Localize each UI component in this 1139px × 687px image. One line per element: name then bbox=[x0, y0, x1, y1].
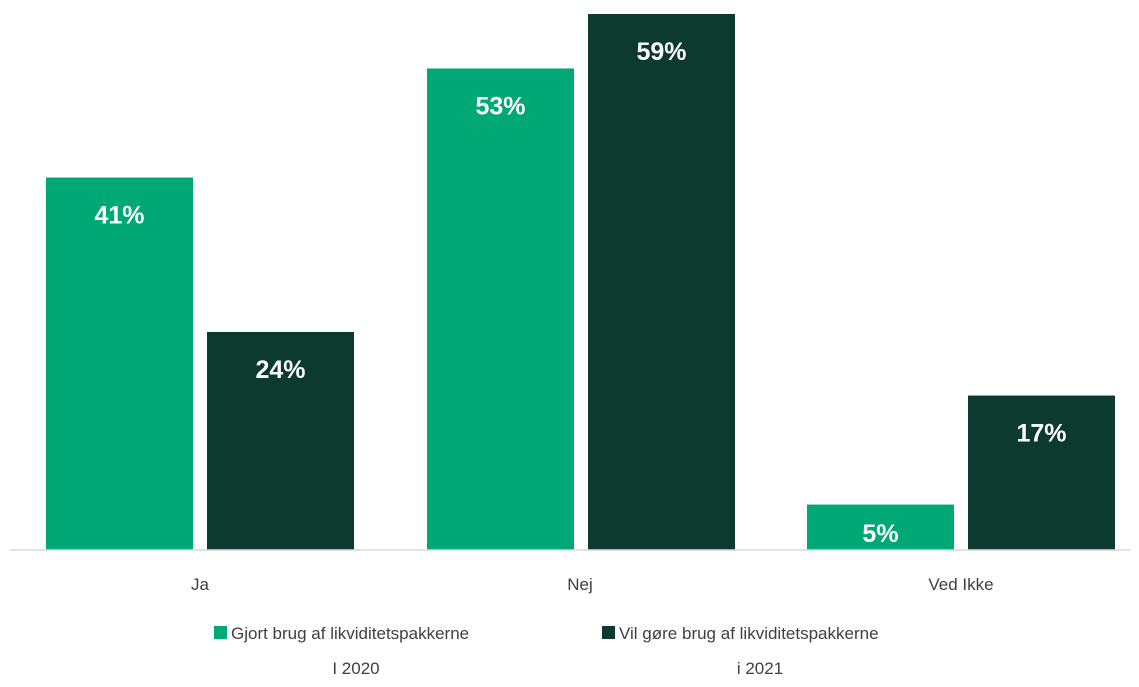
legend-label: Gjort brug af likviditetspakkerne bbox=[231, 624, 469, 643]
category-labels-layer: Ja Nej Ved Ikke bbox=[191, 575, 994, 594]
bars-layer bbox=[46, 14, 1115, 550]
legend-swatch bbox=[602, 626, 615, 639]
legend-label-line2: i 2021 bbox=[737, 659, 783, 678]
data-label: 5% bbox=[862, 520, 898, 548]
data-label: 53% bbox=[475, 93, 525, 121]
legend-label: Vil gøre brug af likviditetspakkerne bbox=[619, 624, 879, 643]
bar-ved-ikke-series-2 bbox=[968, 395, 1115, 550]
category-label: Ja bbox=[191, 575, 210, 594]
bar-ja-series-1 bbox=[46, 177, 193, 550]
bar-nej-series-1 bbox=[427, 68, 574, 550]
legend: Gjort brug af likviditetspakkerne I 2020 V… bbox=[214, 624, 879, 678]
data-label: 17% bbox=[1016, 420, 1066, 448]
bar-nej-series-2 bbox=[588, 14, 735, 550]
data-label: 41% bbox=[94, 202, 144, 230]
legend-label-line2: I 2020 bbox=[332, 659, 379, 678]
data-label: 59% bbox=[636, 38, 686, 66]
data-labels-layer: 41% 24% 53% 59% 5% 17% bbox=[94, 38, 1066, 548]
category-label: Nej bbox=[567, 575, 593, 594]
category-label: Ved Ikke bbox=[928, 575, 993, 594]
legend-swatch bbox=[214, 626, 227, 639]
data-label: 24% bbox=[255, 356, 305, 384]
bar-ved-ikke-series-1 bbox=[807, 504, 954, 550]
bar-ja-series-2 bbox=[207, 331, 354, 550]
